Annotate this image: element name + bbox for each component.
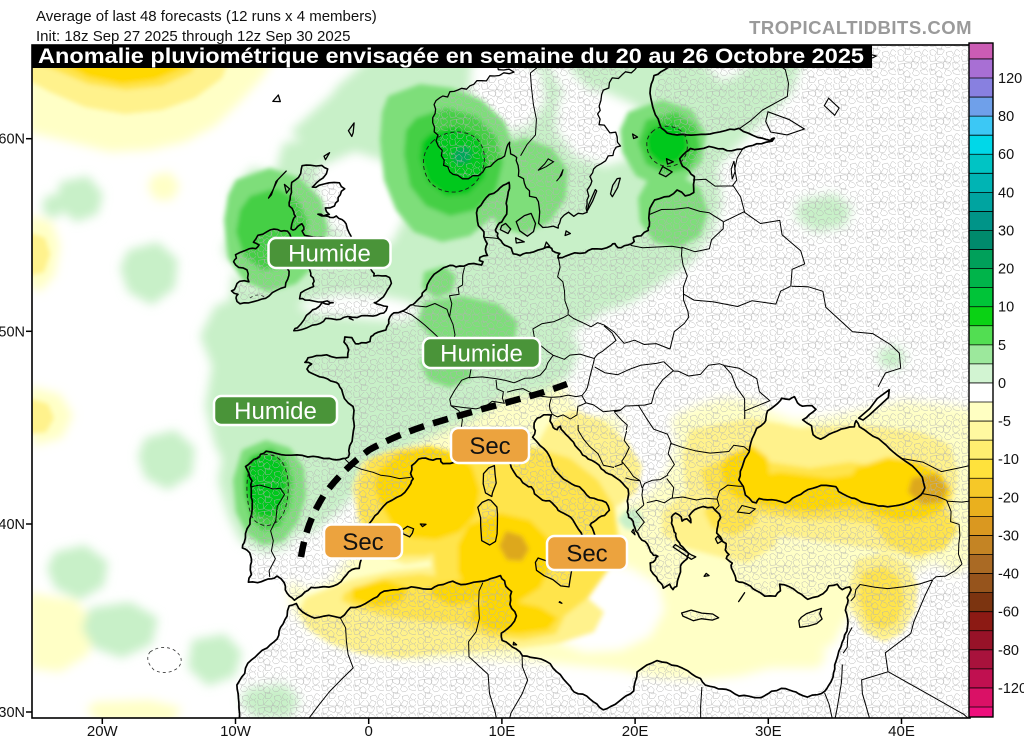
svg-text:-5: -5 (998, 414, 1011, 430)
svg-text:Humide: Humide (234, 398, 317, 425)
svg-text:20W: 20W (87, 723, 119, 737)
svg-text:10: 10 (998, 300, 1014, 316)
svg-text:30: 30 (998, 224, 1014, 240)
svg-text:0: 0 (998, 376, 1006, 392)
svg-text:-80: -80 (998, 643, 1019, 659)
svg-text:Average of last 48 forecasts (: Average of last 48 forecasts (12 runs x … (36, 8, 377, 25)
svg-text:80: 80 (998, 109, 1014, 125)
svg-text:-30: -30 (998, 528, 1019, 544)
svg-text:-20: -20 (998, 490, 1019, 506)
svg-text:50N: 50N (0, 324, 25, 340)
svg-text:TROPICALTIDBITS.COM: TROPICALTIDBITS.COM (749, 17, 972, 38)
svg-text:10W: 10W (220, 723, 252, 737)
svg-text:Sec: Sec (469, 433, 510, 460)
svg-text:40: 40 (998, 185, 1014, 201)
svg-text:40E: 40E (888, 723, 915, 737)
svg-text:-60: -60 (998, 605, 1019, 621)
svg-text:40N: 40N (0, 517, 25, 533)
svg-text:-40: -40 (998, 567, 1019, 583)
svg-text:20: 20 (998, 262, 1014, 278)
svg-text:120: 120 (998, 71, 1022, 87)
svg-text:30N: 30N (0, 705, 25, 721)
svg-text:0: 0 (365, 723, 373, 737)
svg-text:Anomalie pluviométrique envisa: Anomalie pluviométrique envisagée en sem… (38, 44, 864, 68)
svg-text:Init: 18z Sep 27 2025 through: Init: 18z Sep 27 2025 through 12z Sep 30… (36, 28, 350, 45)
svg-text:10E: 10E (489, 723, 516, 737)
svg-text:60: 60 (998, 147, 1014, 163)
svg-text:Sec: Sec (566, 541, 607, 568)
svg-text:Humide: Humide (440, 341, 523, 368)
svg-text:30E: 30E (755, 723, 782, 737)
svg-text:-120: -120 (998, 681, 1024, 697)
svg-text:-10: -10 (998, 452, 1019, 468)
svg-text:5: 5 (998, 338, 1006, 354)
svg-text:Humide: Humide (288, 241, 371, 268)
svg-text:20E: 20E (622, 723, 649, 737)
svg-text:60N: 60N (0, 132, 25, 148)
svg-text:Sec: Sec (342, 529, 383, 556)
